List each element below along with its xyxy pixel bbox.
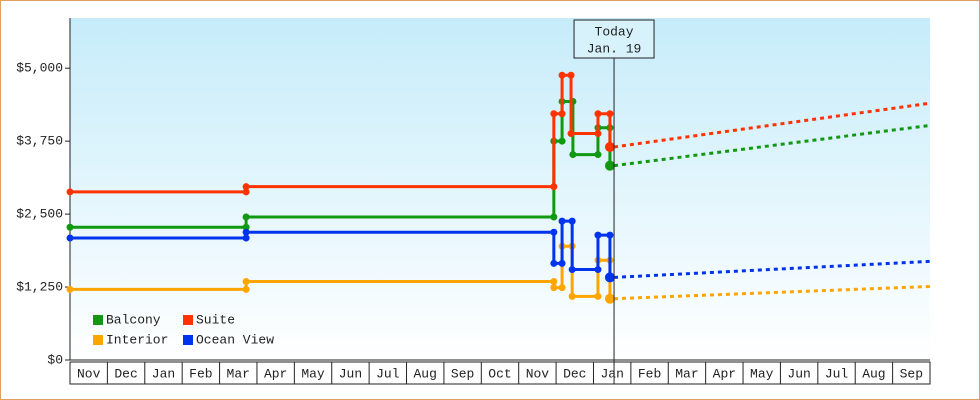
price-point bbox=[550, 183, 558, 191]
y-tick-label: $3,750 bbox=[16, 134, 63, 149]
x-tick-label: Jun bbox=[339, 366, 362, 381]
price-point bbox=[594, 292, 602, 300]
y-tick-label: $1,250 bbox=[16, 279, 63, 294]
today-label: Today bbox=[595, 24, 634, 39]
price-point bbox=[66, 188, 74, 196]
forecast-line bbox=[613, 123, 931, 168]
price-point bbox=[66, 223, 74, 231]
y-tick-label: $0 bbox=[47, 352, 63, 367]
x-tick-label: Nov bbox=[526, 366, 550, 381]
price-point bbox=[604, 160, 615, 171]
x-tick-label: Jan bbox=[600, 366, 623, 381]
price-point bbox=[66, 285, 74, 293]
price-point bbox=[66, 234, 74, 242]
x-tick-label: Aug bbox=[414, 366, 437, 381]
price-point bbox=[604, 293, 615, 304]
price-point bbox=[558, 137, 566, 145]
price-point bbox=[558, 110, 566, 118]
x-tick-label: Jun bbox=[787, 366, 810, 381]
price-point bbox=[558, 217, 566, 225]
price-point bbox=[242, 188, 250, 196]
today-box bbox=[573, 19, 655, 59]
x-tick-label: May bbox=[301, 366, 325, 381]
price-point bbox=[558, 284, 566, 292]
price-point bbox=[242, 228, 250, 236]
legend-label: Interior bbox=[106, 332, 168, 347]
price-point bbox=[567, 130, 575, 138]
today-label: Jan. 19 bbox=[587, 41, 642, 56]
x-tick-label: Mar bbox=[227, 366, 250, 381]
x-tick-label: Jul bbox=[376, 366, 400, 381]
legend-swatch bbox=[93, 315, 103, 325]
forecast-line bbox=[613, 101, 931, 149]
price-point bbox=[594, 130, 602, 138]
x-tick-label: Oct bbox=[488, 366, 511, 381]
price-point bbox=[569, 151, 577, 159]
price-point bbox=[550, 228, 558, 236]
price-point bbox=[242, 285, 250, 293]
x-tick-label: May bbox=[750, 366, 774, 381]
x-tick-label: Jul bbox=[825, 366, 849, 381]
x-tick-label: Nov bbox=[77, 366, 101, 381]
legend-swatch bbox=[93, 335, 103, 345]
y-tick-label: $5,000 bbox=[16, 61, 63, 76]
x-tick-label: Feb bbox=[638, 366, 661, 381]
x-tick-label: Dec bbox=[114, 366, 137, 381]
x-tick-label: Mar bbox=[675, 366, 698, 381]
price-point bbox=[550, 284, 558, 292]
x-tick-label: Dec bbox=[563, 366, 586, 381]
price-point bbox=[604, 141, 615, 152]
legend-label: Suite bbox=[196, 312, 235, 327]
price-point bbox=[568, 292, 576, 300]
price-point bbox=[242, 183, 250, 191]
price-point bbox=[594, 110, 602, 118]
price-point bbox=[242, 278, 250, 286]
x-tick-label: Sep bbox=[451, 366, 474, 381]
plot-background bbox=[70, 18, 930, 360]
price-point bbox=[604, 272, 615, 283]
price-point bbox=[550, 278, 558, 286]
price-point bbox=[558, 259, 566, 267]
y-tick-label: $2,500 bbox=[16, 207, 63, 222]
legend-label: Balcony bbox=[106, 312, 161, 327]
price-point bbox=[550, 110, 558, 118]
x-tick-label: Sep bbox=[900, 366, 923, 381]
price-point bbox=[550, 259, 558, 267]
x-tick-label: Apr bbox=[713, 366, 736, 381]
x-tick-label: Aug bbox=[862, 366, 885, 381]
legend-swatch bbox=[183, 335, 193, 345]
x-tick-label: Feb bbox=[189, 366, 212, 381]
price-point bbox=[594, 231, 602, 239]
price-point bbox=[242, 213, 250, 221]
price-point bbox=[567, 71, 575, 79]
x-axis-box bbox=[69, 361, 931, 385]
price-point bbox=[242, 223, 250, 231]
price-point bbox=[242, 234, 250, 242]
price-point bbox=[550, 213, 558, 221]
price-point bbox=[606, 110, 614, 118]
x-tick-label: Jan bbox=[152, 366, 175, 381]
price-point bbox=[568, 266, 576, 274]
legend-swatch bbox=[183, 315, 193, 325]
legend-label: Ocean View bbox=[196, 332, 274, 347]
price-point bbox=[568, 217, 576, 225]
x-tick-label: Apr bbox=[264, 366, 287, 381]
price-point bbox=[594, 266, 602, 274]
price-point bbox=[594, 151, 602, 159]
price-point bbox=[606, 231, 614, 239]
price-point bbox=[558, 71, 566, 79]
